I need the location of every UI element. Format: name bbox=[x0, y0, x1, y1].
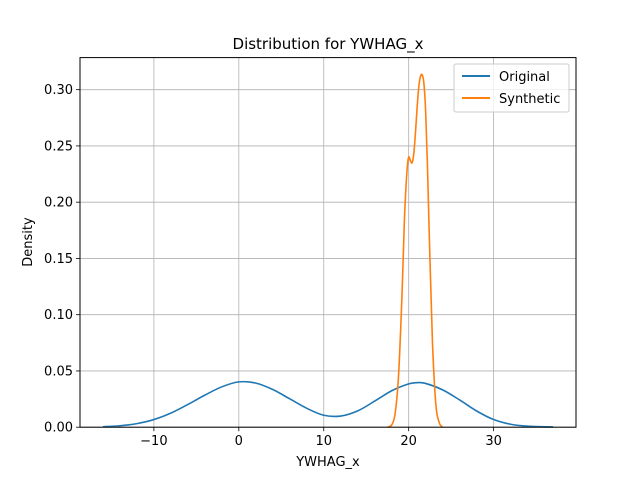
y-tick-label: 0.15 bbox=[44, 252, 73, 267]
x-tick-label: −10 bbox=[140, 434, 167, 449]
legend: Original Synthetic bbox=[453, 63, 570, 113]
x-tick-label: 30 bbox=[485, 434, 502, 449]
legend-label-original: Original bbox=[499, 70, 550, 85]
y-tick-label: 0.30 bbox=[44, 83, 73, 98]
plot-background bbox=[80, 57, 576, 428]
x-tick-label: 10 bbox=[315, 434, 332, 449]
y-axis-label: Density bbox=[21, 217, 36, 267]
x-tick-label: 0 bbox=[235, 434, 243, 449]
y-tick-label: 0.00 bbox=[44, 421, 73, 436]
y-axis: 0.00 0.05 0.10 0.15 0.20 0.25 0.30 bbox=[44, 83, 80, 436]
y-tick-label: 0.20 bbox=[44, 196, 73, 211]
series-layer bbox=[102, 73, 554, 428]
legend-label-synthetic: Synthetic bbox=[499, 92, 560, 107]
plot-frame bbox=[79, 57, 577, 428]
y-tick-label: 0.25 bbox=[44, 139, 73, 154]
x-axis: −10 0 10 20 30 bbox=[140, 427, 502, 449]
series-line-synthetic bbox=[387, 73, 444, 428]
y-tick-label: 0.05 bbox=[44, 364, 73, 379]
x-axis-label: YWHAG_x bbox=[295, 455, 360, 470]
y-tick-label: 0.10 bbox=[44, 308, 73, 323]
x-tick-label: 20 bbox=[400, 434, 417, 449]
series-line-original bbox=[102, 380, 554, 428]
chart-title: Distribution for YWHAG_x bbox=[233, 35, 424, 54]
